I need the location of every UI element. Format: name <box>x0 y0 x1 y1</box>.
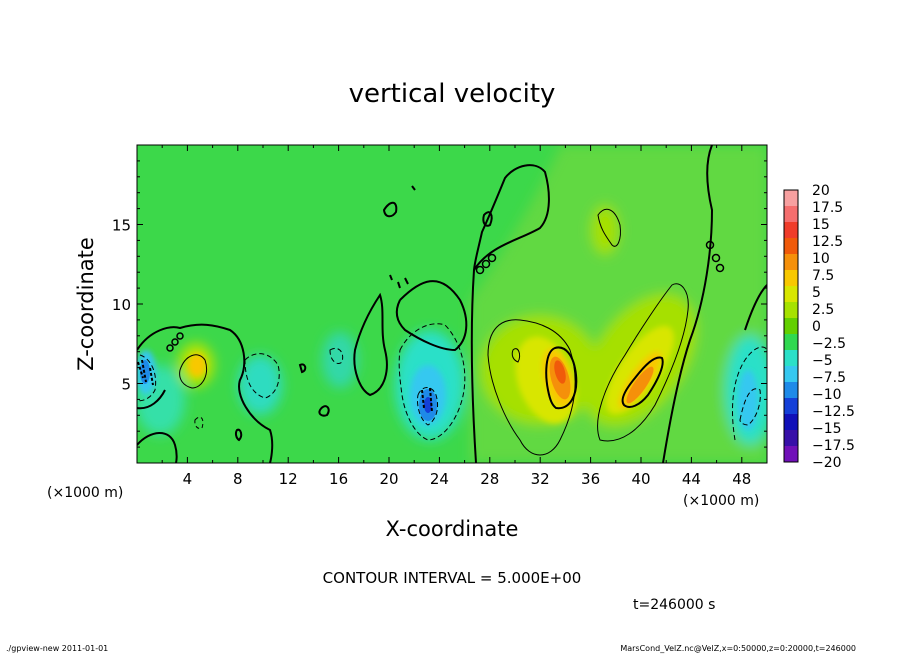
colorbar-swatch <box>784 334 798 351</box>
colorbar-swatch <box>784 254 798 271</box>
colorbar-swatch <box>784 206 798 223</box>
x-tick-label: 16 <box>329 470 348 488</box>
colorbar-label: −7.5 <box>812 370 846 386</box>
colorbar-swatch <box>784 430 798 447</box>
colorbar-label: −20 <box>812 455 842 471</box>
colorbar-label: −10 <box>812 387 842 403</box>
y-tick-label: 15 <box>112 217 131 235</box>
x-tick-label: 4 <box>183 470 193 488</box>
colorbar-label: 0 <box>812 319 821 335</box>
colorbar-swatch <box>784 398 798 415</box>
x-tick-label: 44 <box>682 470 701 488</box>
colorbar-swatch <box>784 302 798 319</box>
x-unit-right: (×1000 m) <box>683 493 759 509</box>
footer-right: MarsCond_VelZ.nc@VelZ,x=0:50000,z=0:2000… <box>620 644 856 653</box>
colorbar-swatch <box>784 286 798 303</box>
colorbar-swatch <box>784 366 798 383</box>
x-axis-label: X-coordinate <box>386 517 519 541</box>
footer-left: ./gpview-new 2011-01-01 <box>6 644 108 653</box>
colorbar-swatch <box>784 350 798 367</box>
colorbar-swatch <box>784 270 798 287</box>
colorbar-label: −17.5 <box>812 438 855 454</box>
x-tick-label: 20 <box>379 470 398 488</box>
colorbar-label: 2.5 <box>812 302 834 318</box>
y-axis-label: Z-coordinate <box>74 237 98 371</box>
x-tick-label: 36 <box>581 470 600 488</box>
y-axis: 5 10 15 <box>112 160 767 448</box>
colorbar-label: 10 <box>812 251 830 267</box>
colorbar-swatch <box>784 222 798 239</box>
colorbar-label: −2.5 <box>812 336 846 352</box>
colorbar-frame <box>783 189 799 463</box>
x-tick-label: 28 <box>480 470 499 488</box>
chart-title: vertical velocity <box>349 79 556 109</box>
x-tick-label: 32 <box>531 470 550 488</box>
x-unit-left: (×1000 m) <box>47 485 123 501</box>
plot-field <box>137 145 767 463</box>
colorbar-label: 20 <box>812 183 830 199</box>
colorbar-label: 7.5 <box>812 268 834 284</box>
colorbar-label: 15 <box>812 217 830 233</box>
x-tick-label: 40 <box>631 470 650 488</box>
colorbar-label: 17.5 <box>812 200 843 216</box>
colorbar-label: −5 <box>812 353 833 369</box>
colorbar-label: −15 <box>812 421 842 437</box>
x-tick-label: 48 <box>732 470 751 488</box>
colorbar-swatch <box>784 238 798 255</box>
colorbar-swatch <box>784 446 798 463</box>
x-axis: 4 8 12 16 20 24 28 32 36 40 44 48 <box>161 145 751 488</box>
colorbar-label: −12.5 <box>812 404 855 420</box>
contour-interval: CONTOUR INTERVAL = 5.000E+00 <box>323 569 582 587</box>
x-tick-label: 8 <box>233 470 243 488</box>
x-tick-label: 24 <box>430 470 449 488</box>
colorbar-swatch <box>784 382 798 399</box>
y-tick-label: 10 <box>112 296 131 314</box>
colorbar-label: 5 <box>812 285 821 301</box>
colorbar-label: 12.5 <box>812 234 843 250</box>
time-label: t=246000 s <box>633 597 715 613</box>
x-tick-label: 12 <box>279 470 298 488</box>
colorbar-swatch <box>784 190 798 207</box>
y-tick-label: 5 <box>121 376 131 394</box>
colorbar: 2017.51512.5107.552.50−2.5−5−7.5−10−12.5… <box>783 183 855 471</box>
colorbar-swatch <box>784 414 798 431</box>
contour-lines <box>137 145 767 463</box>
colorbar-swatch <box>784 318 798 335</box>
